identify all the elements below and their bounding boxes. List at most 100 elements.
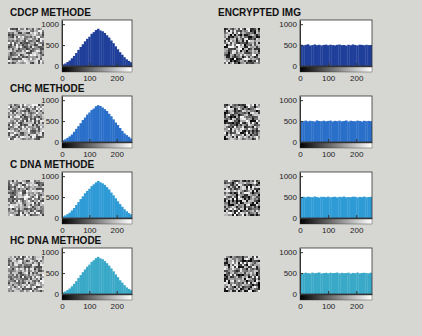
thumbnail-pixel	[246, 28, 248, 30]
thumbnail-pixel	[8, 186, 10, 188]
thumbnail-pixel	[8, 50, 10, 52]
thumbnail-pixel	[12, 52, 14, 54]
histogram-bar	[365, 45, 368, 66]
thumbnail-pixel	[252, 42, 254, 44]
thumbnail-pixel	[16, 60, 18, 62]
thumbnail-pixel	[30, 58, 32, 60]
thumbnail-pixel	[14, 122, 16, 124]
thumbnail-pixel	[8, 32, 10, 34]
thumbnail-pixel	[28, 124, 30, 126]
histogram-bar	[352, 44, 355, 66]
thumbnail-pixel	[232, 112, 234, 114]
thumbnail-pixel	[14, 206, 16, 208]
thumbnail-pixel	[30, 132, 32, 134]
histogram-bar	[112, 195, 114, 218]
thumbnail-pixel	[16, 46, 18, 48]
thumbnail-pixel	[240, 138, 242, 140]
thumbnail-pixel	[240, 128, 242, 130]
thumbnail-pixel	[34, 28, 36, 30]
thumbnail-pixel	[10, 208, 12, 210]
thumbnail-pixel	[8, 198, 10, 200]
thumbnail-pixel	[32, 62, 34, 64]
histogram-bar	[125, 59, 127, 66]
thumbnail-pixel	[230, 34, 232, 36]
thumbnail-pixel	[224, 48, 226, 50]
thumbnail-pixel	[42, 194, 44, 196]
thumbnail-pixel	[24, 124, 26, 126]
thumbnail-pixel	[224, 36, 226, 38]
thumbnail-pixel	[16, 194, 18, 196]
thumbnail-pixel	[34, 48, 36, 50]
thumbnail-pixel	[32, 134, 34, 136]
thumbnail-pixel	[30, 46, 32, 48]
thumbnail-pixel	[240, 124, 242, 126]
bars	[300, 44, 372, 66]
thumbnail-pixel	[256, 34, 258, 36]
thumbnail-pixel	[36, 132, 38, 134]
thumbnail-pixel	[12, 190, 14, 192]
thumbnail-pixel	[250, 128, 252, 130]
y-tick: 500	[284, 117, 303, 126]
thumbnail-pixel	[38, 198, 40, 200]
thumbnail-pixel	[8, 28, 10, 30]
thumbnail-pixel	[226, 138, 228, 140]
thumbnail-pixel	[248, 128, 250, 130]
thumbnail-pixel	[242, 120, 244, 122]
histogram-bar	[110, 193, 112, 218]
thumbnail-pixel	[250, 122, 252, 124]
thumbnail-pixel	[32, 128, 34, 130]
x-tick: 200	[350, 63, 364, 83]
thumbnail-pixel	[12, 196, 14, 198]
thumbnail-pixel	[16, 132, 18, 134]
thumbnail-pixel	[240, 132, 242, 134]
thumbnail-pixel	[252, 60, 254, 62]
thumbnail-pixel	[226, 36, 228, 38]
thumbnail-pixel	[258, 126, 260, 128]
histogram-bar	[115, 198, 117, 218]
thumbnail-pixel	[10, 134, 12, 136]
thumbnail-pixel	[30, 114, 32, 116]
thumbnail-pixel	[258, 52, 260, 54]
x-tick-mark	[62, 215, 63, 218]
x-tick-label: 100	[322, 74, 336, 83]
thumbnail-pixel	[232, 52, 234, 54]
thumbnail-pixel	[10, 60, 12, 62]
thumbnail-pixel	[38, 196, 40, 198]
thumbnail-pixel	[234, 122, 236, 124]
y-tick-label: 1000	[41, 172, 59, 181]
thumbnail-pixel	[24, 54, 26, 56]
thumbnail-pixel	[42, 134, 44, 136]
thumbnail-pixel	[224, 56, 226, 58]
thumbnail-pixel	[228, 38, 230, 40]
thumbnail-pixel	[248, 118, 250, 120]
thumbnail-pixel	[20, 56, 22, 58]
thumbnail-pixel	[42, 112, 44, 114]
thumbnail-pixel	[24, 184, 26, 186]
thumbnail-pixel	[228, 130, 230, 132]
thumbnail-pixel	[32, 34, 34, 36]
thumbnail-pixel	[230, 208, 232, 210]
thumbnail-pixel	[226, 194, 228, 196]
thumbnail-pixel	[14, 126, 16, 128]
thumbnail-pixel	[240, 50, 242, 52]
thumbnail-pixel	[38, 200, 40, 202]
thumbnail-pixel	[248, 106, 250, 108]
thumbnail-pixel	[26, 204, 28, 206]
thumbnail-pixel	[12, 122, 14, 124]
thumbnail-pixel	[36, 210, 38, 212]
thumbnail-pixel	[38, 214, 40, 216]
thumbnail-pixel	[38, 118, 40, 120]
thumbnail-pixel	[254, 54, 256, 56]
thumbnail-pixel	[18, 208, 20, 210]
thumbnail-pixel	[18, 112, 20, 114]
thumbnail-pixel	[232, 126, 234, 128]
histogram-bar	[338, 45, 341, 66]
thumbnail-pixel	[8, 192, 10, 194]
thumbnail-pixel	[246, 58, 248, 60]
thumbnail-pixel	[12, 202, 14, 204]
thumbnail-pixel	[252, 108, 254, 110]
thumbnail-pixel	[254, 108, 256, 110]
thumbnail-pixel	[236, 54, 238, 56]
x-tick-mark	[300, 63, 301, 66]
thumbnail-pixel	[26, 50, 28, 52]
